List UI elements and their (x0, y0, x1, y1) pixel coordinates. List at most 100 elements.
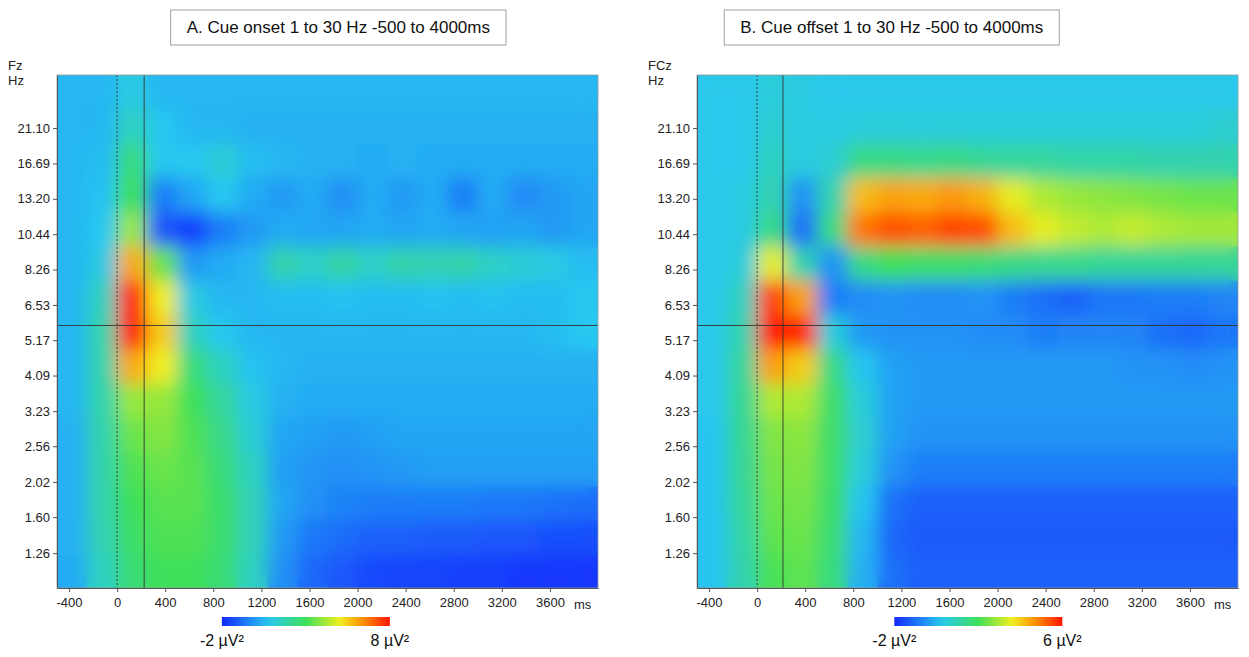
heatmap-cell (847, 280, 878, 315)
heatmap-cell (1058, 212, 1089, 247)
y-tick-mark (53, 446, 57, 447)
heatmap-cell (1148, 554, 1179, 588)
heatmap-cell (207, 280, 238, 315)
heatmap-cell-base (727, 554, 758, 588)
heatmap-cell (207, 486, 238, 521)
heatmap-cell (147, 75, 178, 110)
heatmap-cell-base (87, 246, 118, 281)
heatmap-cell (1058, 246, 1089, 281)
heatmap-cell (847, 109, 878, 144)
heatmap-cell-base (568, 314, 598, 349)
heatmap-cell-base (418, 486, 449, 521)
heatmap-cell (508, 349, 539, 384)
heatmap-cell-base (877, 417, 908, 452)
heatmap-cell-base (968, 109, 999, 144)
heatmap-cell (508, 246, 539, 281)
heatmap-cell-base (177, 520, 208, 555)
heatmap-cell (787, 383, 818, 418)
heatmap-cell-base (1178, 212, 1209, 247)
heatmap-cell (787, 417, 818, 452)
heatmap-cell (358, 246, 389, 281)
heatmap-cell-base (998, 349, 1029, 384)
y-tick-label: 21.10 (657, 121, 690, 136)
heatmap-cell-base (117, 246, 148, 281)
heatmap-cell (998, 417, 1029, 452)
heatmap-cell (538, 280, 569, 315)
heatmap-cell (508, 451, 539, 486)
heatmap-cell-base (448, 109, 479, 144)
heatmap-cell (697, 520, 728, 555)
heatmap-cell-base (1178, 314, 1209, 349)
y-tick: 1.60 (665, 510, 697, 525)
heatmap-cell (328, 75, 359, 110)
y-tick-mark (53, 128, 57, 129)
x-tick-mark (406, 588, 407, 592)
heatmap-cell-base (1058, 383, 1089, 418)
heatmap-cell-base (817, 349, 848, 384)
heatmap-cell (177, 75, 208, 110)
heatmap-cell (147, 349, 178, 384)
heatmap-cell (418, 212, 449, 247)
heatmap-cell (877, 520, 908, 555)
heatmap-cell-base (787, 451, 818, 486)
heatmap-cell-base (538, 349, 569, 384)
heatmap-cell (1028, 75, 1059, 110)
heatmap-cell (1028, 520, 1059, 555)
heatmap-cell-base (1208, 143, 1238, 178)
heatmap-cell-base (207, 520, 238, 555)
heatmap-cell (207, 349, 238, 384)
heatmap-cell (907, 451, 938, 486)
heatmap-cell (448, 520, 479, 555)
heatmap-cell (1148, 246, 1179, 281)
heatmap-cell-base (478, 212, 509, 247)
x-tick-label: 3200 (488, 595, 517, 610)
y-tick-label: 2.56 (665, 439, 690, 454)
heatmap-cell-base (877, 451, 908, 486)
heatmap-cell-base (697, 383, 728, 418)
heatmap-cell (388, 383, 419, 418)
heatmap-cell (297, 280, 328, 315)
heatmap-cell-base (817, 451, 848, 486)
heatmap-cell-base (998, 280, 1029, 315)
heatmap-cell-base (478, 383, 509, 418)
heatmap-cell (1028, 554, 1059, 588)
y-tick-label: 5.17 (25, 333, 50, 348)
heatmap-cell-base (727, 451, 758, 486)
heatmap-cell-base (697, 314, 728, 349)
heatmap-cell-base (1148, 486, 1179, 521)
x-tick-label: 2000 (344, 595, 373, 610)
heatmap-cell-base (1208, 314, 1238, 349)
heatmap-cell (418, 349, 449, 384)
heatmap-cell (117, 417, 148, 452)
heatmap-cell-base (207, 280, 238, 315)
heatmap-cell-base (877, 280, 908, 315)
heatmap-cell (998, 486, 1029, 521)
heatmap-cell (998, 314, 1029, 349)
heatmap-cell (568, 178, 598, 213)
heatmap-cell (328, 554, 359, 588)
heatmap-cell-base (568, 520, 598, 555)
heatmap-cell-base (1058, 109, 1089, 144)
heatmap-cell-base (448, 417, 479, 452)
x-tick: 2800 (440, 588, 469, 610)
heatmap-cell-base (568, 246, 598, 281)
heatmap-cell (1058, 520, 1089, 555)
heatmap-cell (1028, 314, 1059, 349)
x-tick-mark (901, 588, 902, 592)
colorbar-tick-label: 8 µV² (371, 632, 410, 649)
heatmap-cell (388, 178, 419, 213)
heatmap-cell-base (388, 349, 419, 384)
heatmap-cell (358, 554, 389, 588)
heatmap-cell-base (727, 280, 758, 315)
heatmap-cell (358, 486, 389, 521)
heatmap-cell-base (1058, 75, 1089, 110)
y-tick-mark (53, 163, 57, 164)
x-tick-mark (502, 588, 503, 592)
heatmap-cell (117, 383, 148, 418)
heatmap-cell-base (418, 451, 449, 486)
heatmap-cell (1058, 349, 1089, 384)
heatmap-cell-base (147, 246, 178, 281)
heatmap-cell-base (388, 280, 419, 315)
heatmap-cell (117, 109, 148, 144)
y-tick-label: 2.02 (665, 475, 690, 490)
